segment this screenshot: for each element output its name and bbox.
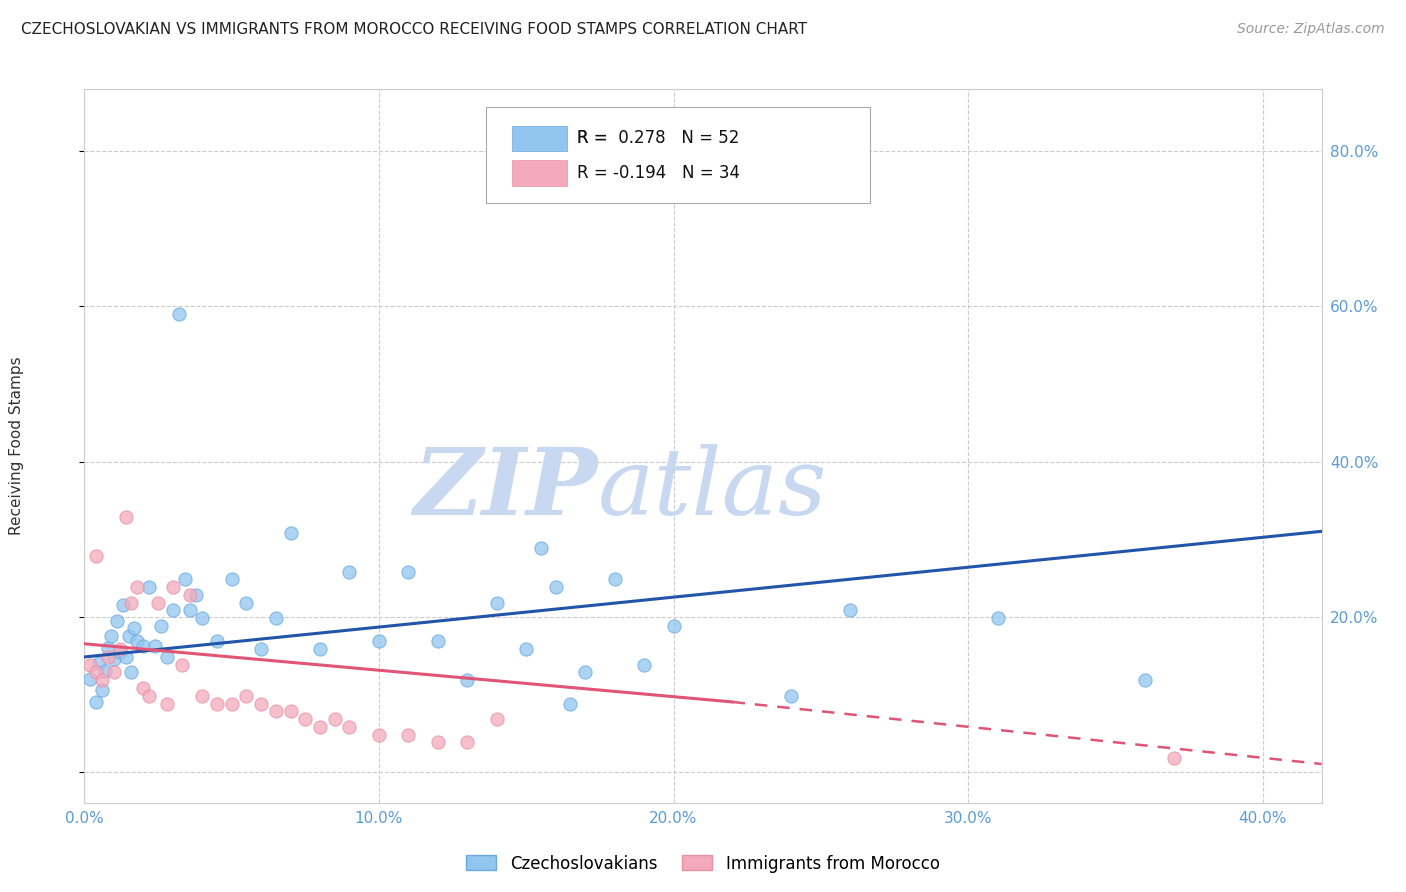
Point [179, 588, 201, 602]
Point [264, 704, 287, 718]
Point [94, 664, 117, 678]
Point [146, 596, 169, 610]
Point [179, 603, 201, 617]
Point [162, 603, 184, 617]
Point [162, 580, 184, 594]
Point [515, 642, 537, 657]
Point [103, 665, 125, 680]
Point [79, 657, 101, 672]
Point [662, 619, 685, 633]
FancyBboxPatch shape [486, 107, 870, 203]
Point [87, 656, 110, 670]
Point [132, 681, 155, 695]
Text: atlas: atlas [598, 444, 827, 533]
Point [100, 629, 122, 643]
Legend: Czechoslovakians, Immigrants from Morocco: Czechoslovakians, Immigrants from Morocc… [460, 848, 946, 880]
Point [114, 510, 136, 524]
Point [221, 697, 243, 711]
Point [309, 720, 332, 734]
Point [103, 652, 125, 666]
Point [84, 549, 107, 563]
Point [294, 712, 316, 726]
Text: R =: R = [576, 129, 619, 147]
Point [264, 611, 287, 625]
Point [156, 650, 179, 665]
Point [633, 657, 655, 672]
FancyBboxPatch shape [512, 126, 567, 152]
Point [143, 639, 166, 653]
Point [167, 307, 190, 321]
Point [84, 665, 107, 680]
Point [205, 697, 228, 711]
Text: Source: ZipAtlas.com: Source: ZipAtlas.com [1237, 22, 1385, 37]
Point [124, 621, 146, 635]
Point [396, 727, 419, 741]
Point [574, 665, 596, 680]
Point [456, 673, 478, 688]
Point [560, 697, 582, 711]
Point [839, 603, 862, 617]
Point [191, 611, 214, 625]
Point [309, 642, 332, 657]
Point [91, 673, 114, 688]
Point [603, 573, 626, 587]
Point [79, 672, 101, 686]
Point [114, 650, 136, 665]
Point [250, 642, 273, 657]
Point [173, 573, 195, 587]
Point [485, 596, 508, 610]
Point [544, 580, 567, 594]
Point [170, 657, 193, 672]
Point [149, 619, 172, 633]
Point [780, 689, 803, 703]
Point [108, 644, 131, 658]
Point [105, 614, 128, 628]
Point [368, 634, 391, 648]
Point [323, 712, 346, 726]
Point [156, 697, 179, 711]
Point [396, 565, 419, 579]
Point [91, 683, 114, 698]
Point [191, 689, 214, 703]
Point [84, 695, 107, 709]
Point [1163, 751, 1185, 765]
Point [121, 665, 143, 680]
Text: Receiving Food Stamps: Receiving Food Stamps [8, 357, 24, 535]
Point [97, 640, 120, 655]
Point [132, 639, 155, 653]
Point [987, 611, 1010, 625]
Point [108, 642, 131, 657]
Point [127, 580, 149, 594]
Point [235, 596, 257, 610]
Point [250, 697, 273, 711]
Point [280, 525, 302, 540]
Point [530, 541, 553, 556]
Point [186, 588, 208, 602]
Text: R =  0.278   N = 52: R = 0.278 N = 52 [576, 129, 740, 147]
FancyBboxPatch shape [512, 160, 567, 186]
Point [138, 689, 160, 703]
Text: CZECHOSLOVAKIAN VS IMMIGRANTS FROM MOROCCO RECEIVING FOOD STAMPS CORRELATION CHA: CZECHOSLOVAKIAN VS IMMIGRANTS FROM MOROC… [21, 22, 807, 37]
Point [280, 704, 302, 718]
Point [456, 735, 478, 749]
Point [339, 565, 361, 579]
Point [485, 712, 508, 726]
Text: ZIP: ZIP [413, 444, 598, 533]
Point [368, 727, 391, 741]
Point [205, 634, 228, 648]
Point [235, 689, 257, 703]
Point [121, 596, 143, 610]
Point [426, 735, 449, 749]
Point [221, 573, 243, 587]
Point [339, 720, 361, 734]
Point [426, 634, 449, 648]
Text: R = -0.194   N = 34: R = -0.194 N = 34 [576, 164, 740, 182]
Point [111, 598, 134, 612]
Point [138, 580, 160, 594]
Point [117, 629, 139, 643]
Point [1133, 673, 1156, 688]
Point [97, 650, 120, 665]
Point [127, 634, 149, 648]
